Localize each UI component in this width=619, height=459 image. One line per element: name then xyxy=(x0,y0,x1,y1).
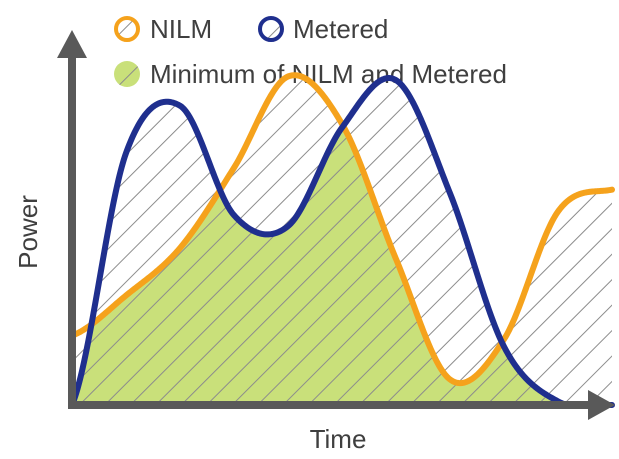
legend-marker-minimum-hatch xyxy=(114,61,140,87)
legend-marker-metered xyxy=(258,16,284,42)
legend-label-minimum: Minimum of NILM and Metered xyxy=(150,59,507,89)
axes xyxy=(57,30,615,420)
minimum-hatch-area xyxy=(72,126,612,405)
x-axis-arrow xyxy=(588,390,615,420)
legend-label-nilm: NILM xyxy=(150,14,212,44)
y-axis-arrow xyxy=(57,30,87,58)
legend-item-nilm: NILM xyxy=(114,14,212,44)
x-axis-label: Time xyxy=(310,424,367,454)
legend: NILM Metered Minimum of NILM and Metered xyxy=(114,14,507,89)
series-line-metered xyxy=(69,75,615,408)
legend-marker-nilm xyxy=(114,16,140,42)
legend-item-minimum: Minimum of NILM and Metered xyxy=(114,59,507,89)
legend-item-metered: Metered xyxy=(258,14,388,44)
legend-label-metered: Metered xyxy=(293,14,388,44)
y-axis-label: Power xyxy=(13,195,43,269)
